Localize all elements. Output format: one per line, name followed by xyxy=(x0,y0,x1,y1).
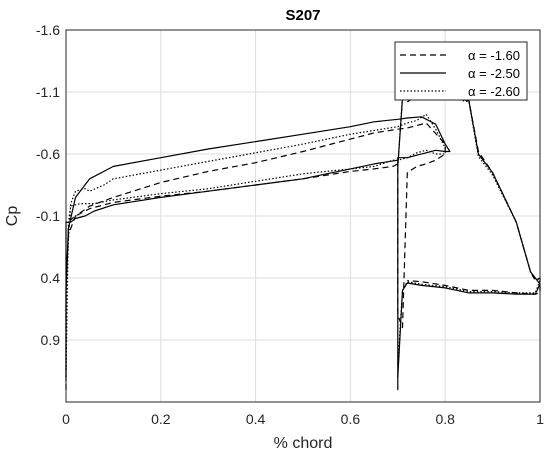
x-axis-label: % chord xyxy=(274,435,333,452)
series-line-2-rear xyxy=(397,91,541,378)
x-tick-label: 0.8 xyxy=(435,411,455,427)
y-tick-label: 0.4 xyxy=(41,270,61,286)
legend: α = -1.60 α = -2.50 α = -2.60 xyxy=(394,41,528,101)
plot-area-border xyxy=(65,29,541,403)
y-tick-label: -0.1 xyxy=(36,208,60,224)
x-tick-label: 0.4 xyxy=(246,411,266,427)
y-tick-label: 0.9 xyxy=(41,332,61,348)
x-tick-label: 0.2 xyxy=(151,411,171,427)
legend-label-3: α = -2.60 xyxy=(468,84,520,99)
chart-title: S207 xyxy=(285,7,320,24)
x-tick-label: 0.6 xyxy=(341,411,361,427)
y-tick-label: -1.1 xyxy=(36,84,60,100)
legend-label-2: α = -2.50 xyxy=(468,66,520,81)
y-tick-label: -0.6 xyxy=(36,146,60,162)
x-tick-label: 0 xyxy=(62,411,70,427)
series-line-2-front xyxy=(65,116,451,391)
legend-label-1: α = -1.60 xyxy=(468,48,520,63)
series-line-1-front xyxy=(65,122,446,390)
y-tick-label: -1.6 xyxy=(36,22,60,38)
legend-box xyxy=(394,41,528,101)
tick-labels: 0 0.2 0.4 0.6 0.8 1 -1.6 -1.1 -0.6 -0.1 0.4 0.9 xyxy=(36,22,544,427)
x-tick-label: 1 xyxy=(536,411,544,427)
series-line-3-front xyxy=(65,113,446,378)
y-axis-label: Cp xyxy=(4,206,21,227)
series-line-3-rear xyxy=(397,91,541,365)
series-group xyxy=(65,91,541,391)
